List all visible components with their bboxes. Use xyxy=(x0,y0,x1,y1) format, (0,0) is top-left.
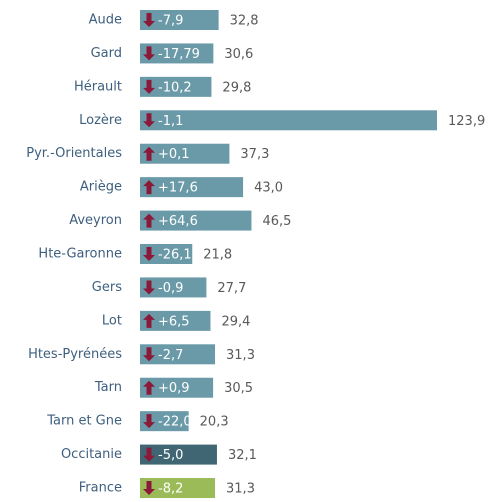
category-label: Tarn et Gne xyxy=(46,414,122,429)
bar xyxy=(140,310,211,331)
category-label: Htes-Pyrénées xyxy=(28,347,122,362)
change-arrow xyxy=(143,13,155,27)
change-arrow xyxy=(143,146,155,161)
change-label: -26,1 xyxy=(158,248,192,263)
bar xyxy=(140,244,193,265)
change-label: -5,0 xyxy=(158,448,183,463)
bar xyxy=(140,76,212,97)
value-label: 32,1 xyxy=(228,448,257,463)
bar xyxy=(140,344,216,365)
change-arrow xyxy=(143,414,155,429)
category-label: Gers xyxy=(92,280,122,295)
change-arrow xyxy=(143,380,155,395)
bar xyxy=(140,177,244,198)
change-label: +64,6 xyxy=(158,214,198,229)
bar xyxy=(140,478,216,499)
value-label: 30,6 xyxy=(224,47,253,62)
change-arrow xyxy=(143,280,155,295)
value-label: 123,9 xyxy=(448,114,485,129)
value-label: 21,8 xyxy=(203,248,232,263)
category-label: Hte-Garonne xyxy=(38,247,122,262)
bar xyxy=(140,143,230,164)
change-arrow xyxy=(143,180,155,195)
value-label: 29,8 xyxy=(222,80,251,95)
value-label: 37,3 xyxy=(240,147,269,162)
category-label: France xyxy=(79,481,122,496)
change-arrow xyxy=(143,481,155,496)
change-label: -0,9 xyxy=(158,281,183,296)
change-label: -1,1 xyxy=(158,114,183,129)
value-label: 46,5 xyxy=(262,214,291,229)
value-label: 31,3 xyxy=(226,348,255,363)
change-label: -10,2 xyxy=(158,80,192,95)
value-label: 30,5 xyxy=(224,381,253,396)
category-label: Lozère xyxy=(79,113,122,128)
change-label: -8,2 xyxy=(158,482,183,497)
category-label: Aude xyxy=(89,13,122,28)
value-label: 32,8 xyxy=(230,14,259,29)
bar xyxy=(140,110,437,131)
change-label: -22,0 xyxy=(158,415,192,430)
value-label: 43,0 xyxy=(254,181,283,196)
bar xyxy=(140,210,252,231)
value-label: 27,7 xyxy=(217,281,246,296)
change-arrow xyxy=(143,46,155,61)
change-arrow xyxy=(143,313,155,328)
change-arrow xyxy=(143,347,155,362)
value-label: 20,3 xyxy=(200,415,229,430)
change-label: -2,7 xyxy=(158,348,183,363)
change-label: -7,9 xyxy=(158,14,183,29)
change-label: +17,6 xyxy=(158,181,198,196)
value-label: 31,3 xyxy=(226,482,255,497)
change-arrow xyxy=(143,79,155,94)
change-label: +0,1 xyxy=(158,147,190,162)
change-arrow xyxy=(143,213,155,228)
category-label: Pyr.-Orientales xyxy=(26,146,122,161)
category-label: Aveyron xyxy=(69,213,122,228)
category-label: Gard xyxy=(91,46,122,61)
change-arrow xyxy=(143,447,155,462)
bar xyxy=(140,411,189,432)
category-label: Hérault xyxy=(74,79,122,94)
category-label: Lot xyxy=(102,313,122,328)
change-label: -17,79 xyxy=(158,47,200,62)
change-arrow xyxy=(143,113,155,128)
category-label: Tarn xyxy=(94,380,122,395)
bar xyxy=(140,43,214,64)
bar xyxy=(140,444,217,465)
change-label: +0,9 xyxy=(158,381,190,396)
change-arrow xyxy=(143,247,155,262)
category-label: Occitanie xyxy=(61,447,122,462)
value-label: 29,4 xyxy=(221,314,250,329)
bar xyxy=(140,377,214,398)
bar xyxy=(140,277,207,298)
category-label: Ariège xyxy=(80,180,122,195)
change-label: +6,5 xyxy=(158,314,190,329)
bar xyxy=(140,10,219,30)
